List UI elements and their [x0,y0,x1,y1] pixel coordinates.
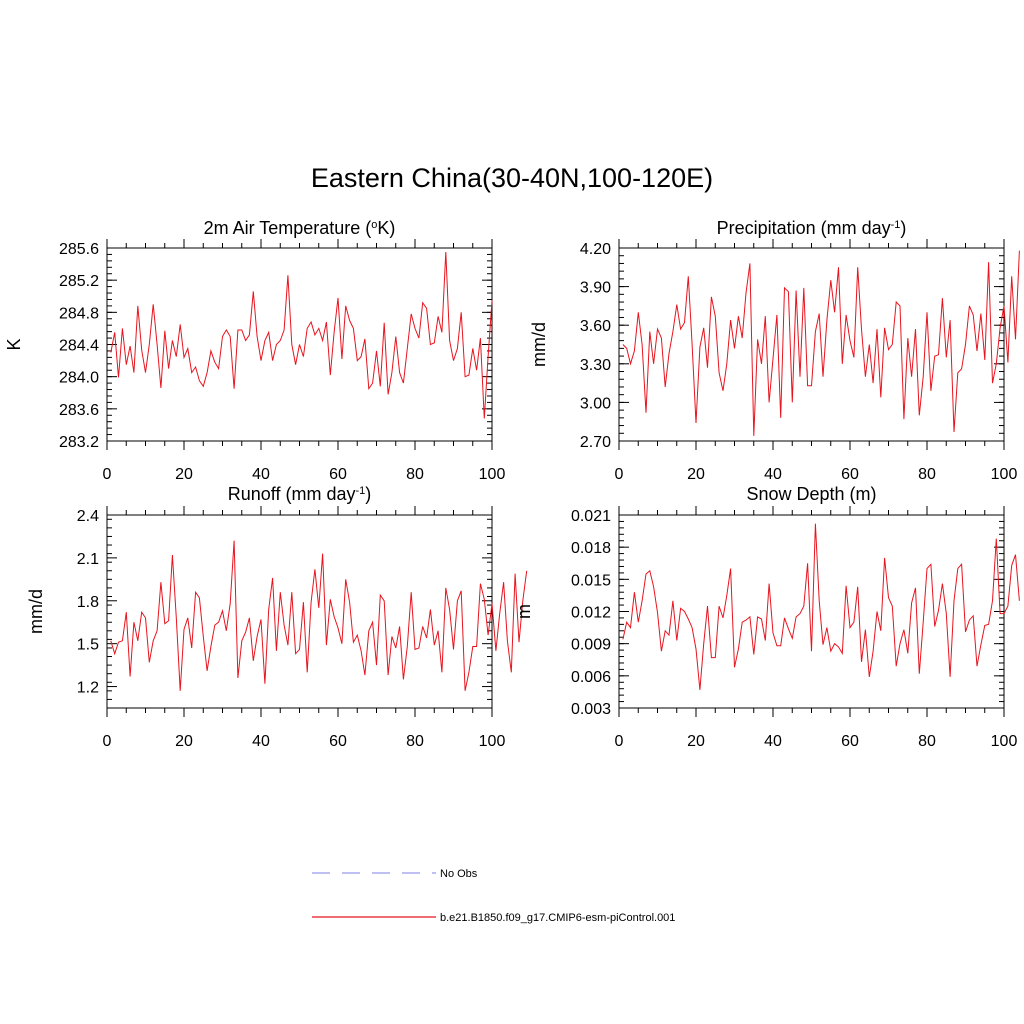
y-tick-label: 0.003 [571,701,611,718]
chart-panel-1: 2m Air Temperature (oK) K 283.2 283.6 284.0 2… [4,218,505,483]
x-tick-label: 100 [991,466,1018,483]
y-tick-label: 0.009 [571,637,611,654]
series-line [110,540,528,691]
y-tick-label: 284.0 [59,370,99,387]
y-tick-label: 4.20 [580,241,611,258]
x-tick-label: 0 [103,466,112,483]
y-tick-label: 285.2 [59,273,99,290]
panel-title-part: Runoff (mm day [228,484,356,504]
y-tick-label: 0.012 [571,605,611,622]
series-line [110,251,493,419]
x-tick-label: 40 [764,466,782,483]
x-tick-label: 60 [329,466,347,483]
y-axis-label: m [514,604,534,619]
y-tick-label: 3.60 [580,318,611,335]
panel-title: 2m Air Temperature (oK) [204,218,396,238]
panel-title-part: 2m Air Temperature ( [204,218,372,238]
y-tick-label: 283.6 [59,402,99,419]
x-tick-label: 20 [687,733,705,750]
y-tick-label: 1.5 [77,637,99,654]
y-axis-label: mm/d [26,589,46,634]
y-tick-label: 283.2 [59,434,99,451]
panel-title: Runoff (mm day-1) [228,484,372,504]
y-tick-label: 1.8 [77,594,99,611]
x-tick-label: 20 [687,466,705,483]
panel-title-part: -1 [891,219,901,231]
page-title: Eastern China(30-40N,100-120E) [310,163,714,193]
panel-title: Precipitation (mm day-1) [717,218,907,238]
panel-title-part: ) [900,218,906,238]
y-tick-label: 0.006 [571,669,611,686]
panel-title-part: Snow Depth (m) [746,484,876,504]
panel-title-part: -1 [355,485,365,497]
x-tick-label: 40 [252,733,270,750]
chart-panel-4: Snow Depth (m) m 0.003 0.006 0.009 0.012 0.015… [514,484,1020,750]
plot-frame [106,514,493,709]
y-tick-label: 284.4 [59,338,99,355]
y-tick-label: 3.30 [580,357,611,374]
x-tick-label: 80 [406,733,424,750]
y-tick-label: 0.015 [571,572,611,589]
x-tick-label: 60 [841,466,859,483]
x-tick-label: 0 [103,733,112,750]
y-tick-label: 2.4 [77,508,99,525]
panel-title-part: o [371,219,377,231]
x-tick-label: 100 [479,733,506,750]
panel-title-part: ) [365,484,371,504]
y-tick-label: 2.1 [77,551,99,568]
panel-title: Snow Depth (m) [746,484,876,504]
y-tick-label: 0.018 [571,540,611,557]
y-axis-label: mm/d [529,322,549,367]
x-tick-label: 80 [406,466,424,483]
x-tick-label: 100 [991,733,1018,750]
x-tick-label: 80 [918,733,936,750]
plot-frame [618,247,1005,442]
y-axis-label: K [4,338,24,350]
y-tick-label: 0.021 [571,508,611,525]
x-tick-label: 20 [175,466,193,483]
series-line [622,523,1020,690]
legend-label: b.e21.B1850.f09_g17.CMIP6-esm-piControl.… [440,912,675,924]
x-tick-label: 40 [764,733,782,750]
x-tick-label: 20 [175,733,193,750]
x-tick-label: 60 [329,733,347,750]
chart-panel-3: Runoff (mm day-1) mm/d 1.2 1.5 1.8 2.1 2.4 0 20 4… [26,484,528,750]
legend-label: No Obs [440,868,478,880]
x-tick-label: 60 [841,733,859,750]
legend: No Obs b.e21.B1850.f09_g17.CMIP6-esm-piCo… [312,868,675,924]
y-tick-label: 285.6 [59,241,99,258]
panel-title-part: Precipitation (mm day [717,218,891,238]
x-tick-label: 40 [252,466,270,483]
y-tick-label: 2.70 [580,434,611,451]
y-tick-label: 3.00 [580,395,611,412]
x-tick-label: 0 [615,466,624,483]
y-tick-label: 1.2 [77,680,99,697]
chart-panel-2: Precipitation (mm day-1) mm/d 2.70 3.00 3.30… [529,218,1020,483]
x-tick-label: 100 [479,466,506,483]
x-tick-label: 0 [615,733,624,750]
y-tick-label: 3.90 [580,280,611,297]
x-tick-label: 80 [918,466,936,483]
y-tick-label: 284.8 [59,305,99,322]
panel-title-part: K) [377,218,395,238]
series-line [622,250,1020,436]
